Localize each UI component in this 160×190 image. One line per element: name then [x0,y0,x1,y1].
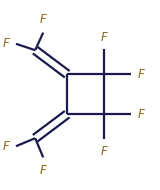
Text: F: F [40,13,47,26]
Text: F: F [138,108,144,121]
Text: F: F [3,140,10,153]
Text: F: F [138,68,144,81]
Text: F: F [3,37,10,50]
Text: F: F [40,164,47,177]
Text: F: F [101,145,107,158]
Text: F: F [101,31,107,44]
